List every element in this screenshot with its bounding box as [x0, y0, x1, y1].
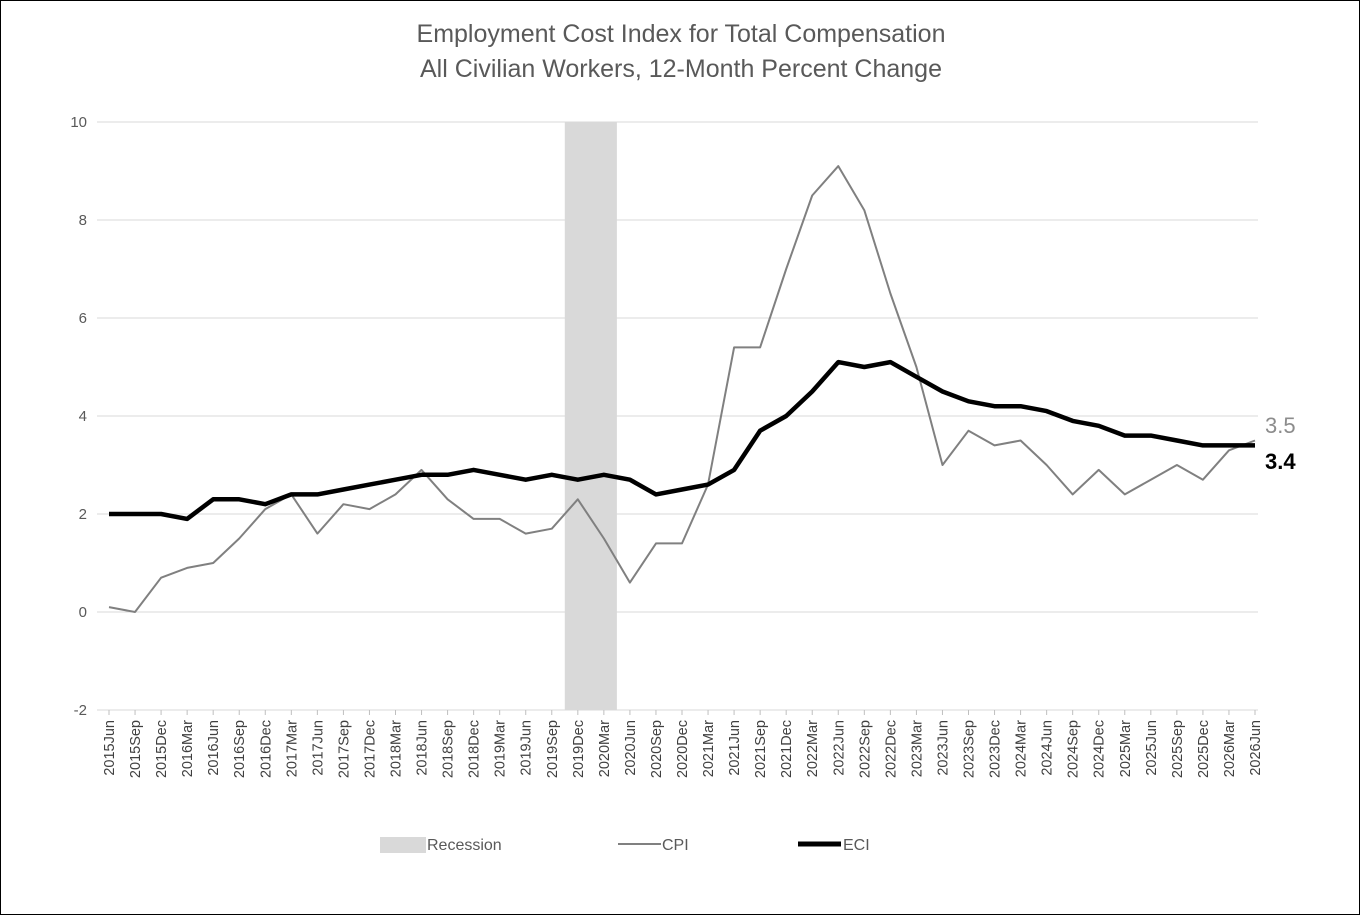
chart-subtitle: All Civilian Workers, 12-Month Percent C… — [420, 55, 942, 83]
x-tick-label: 2015Sep — [128, 720, 144, 778]
x-tick-label: 2022Jun — [831, 720, 847, 776]
eci-end-label: 3.4 — [1265, 449, 1296, 474]
x-tick-label: 2024Jun — [1040, 720, 1056, 776]
y-tick-label: 6 — [79, 310, 87, 327]
y-tick-label: 8 — [79, 212, 87, 229]
x-tick-label: 2017Jun — [310, 720, 326, 776]
x-tick-label: 2015Dec — [154, 720, 170, 778]
x-tick-label: 2018Jun — [415, 720, 431, 776]
x-tick-label: 2023Sep — [962, 720, 978, 778]
cpi-line — [108, 165, 1256, 613]
x-tick-label: 2025Jun — [1144, 720, 1160, 776]
x-tick-label: 2016Sep — [232, 720, 248, 778]
y-axis-ticks: -2 0 2 4 6 8 10 — [70, 114, 87, 719]
x-tick-label: 2021Dec — [779, 720, 795, 778]
x-tick-label: 2017Sep — [336, 720, 352, 778]
x-tick-label: 2016Mar — [180, 720, 196, 777]
x-tick-label: 2024Sep — [1066, 720, 1082, 778]
y-tick-label: 0 — [79, 604, 87, 621]
x-tick-label: 2015Jun — [102, 720, 118, 776]
x-tick-label: 2020Dec — [675, 720, 691, 778]
x-tick-label: 2018Dec — [467, 720, 483, 778]
legend-recession-label: Recession — [427, 837, 502, 854]
legend: Recession CPI ECI — [380, 837, 870, 854]
legend-recession-swatch — [380, 837, 426, 853]
x-tick-label: 2019Jun — [519, 720, 535, 776]
x-tick-label: 2021Sep — [753, 720, 769, 778]
x-tick-label: 2025Dec — [1196, 720, 1212, 778]
x-tick-label: 2024Mar — [1014, 720, 1030, 777]
x-tick-label: 2017Mar — [284, 720, 300, 777]
x-tick-label: 2019Mar — [493, 720, 509, 777]
x-tick-label: 2026Mar — [1222, 720, 1238, 777]
x-tick-label: 2018Sep — [441, 720, 457, 778]
x-tick-label: 2021Jun — [727, 720, 743, 776]
eci-line — [109, 359, 1255, 522]
x-tick-label: 2018Mar — [389, 720, 405, 777]
y-tick-label: 2 — [79, 506, 87, 523]
cpi-end-label: 3.5 — [1265, 413, 1296, 438]
x-tick-label: 2023Dec — [988, 720, 1004, 778]
x-tick-label: 2024Dec — [1092, 720, 1108, 778]
x-tick-label: 2019Dec — [571, 720, 587, 778]
y-tick-label: -2 — [74, 702, 87, 719]
legend-cpi-label: CPI — [662, 837, 689, 854]
y-tick-label: 10 — [70, 114, 87, 131]
x-tick-label: 2022Sep — [857, 720, 873, 778]
x-tick-label: 2025Sep — [1170, 720, 1186, 778]
series-lines — [108, 165, 1256, 613]
x-tick-label: 2025Mar — [1118, 720, 1134, 777]
recession-band — [564, 122, 617, 710]
x-tick-label: 2019Sep — [545, 720, 561, 778]
x-tick-label: 2026Jun — [1248, 720, 1264, 776]
x-tick-label: 2023Mar — [909, 720, 925, 777]
x-tick-label: 2017Dec — [362, 720, 378, 778]
chart-title: Employment Cost Index for Total Compensa… — [417, 20, 946, 48]
x-tick-label: 2021Mar — [701, 720, 717, 777]
x-tick-label: 2022Mar — [805, 720, 821, 777]
x-tick-label: 2020Mar — [597, 720, 613, 777]
x-tick-label: 2020Sep — [649, 720, 665, 778]
x-tick-label: 2022Dec — [883, 720, 899, 778]
x-tick-label: 2020Jun — [623, 720, 639, 776]
x-tick-label: 2023Jun — [935, 720, 951, 776]
x-tick-label: 2016Jun — [206, 720, 222, 776]
y-tick-label: 4 — [79, 408, 87, 425]
x-axis: 2015Jun 2015Sep 2015Dec 2016Mar 2016Jun 2016S… — [97, 709, 1264, 778]
legend-eci-label: ECI — [843, 837, 870, 854]
recession-band-group — [564, 122, 617, 710]
gridlines — [97, 121, 1258, 711]
x-tick-label: 2016Dec — [258, 720, 274, 778]
